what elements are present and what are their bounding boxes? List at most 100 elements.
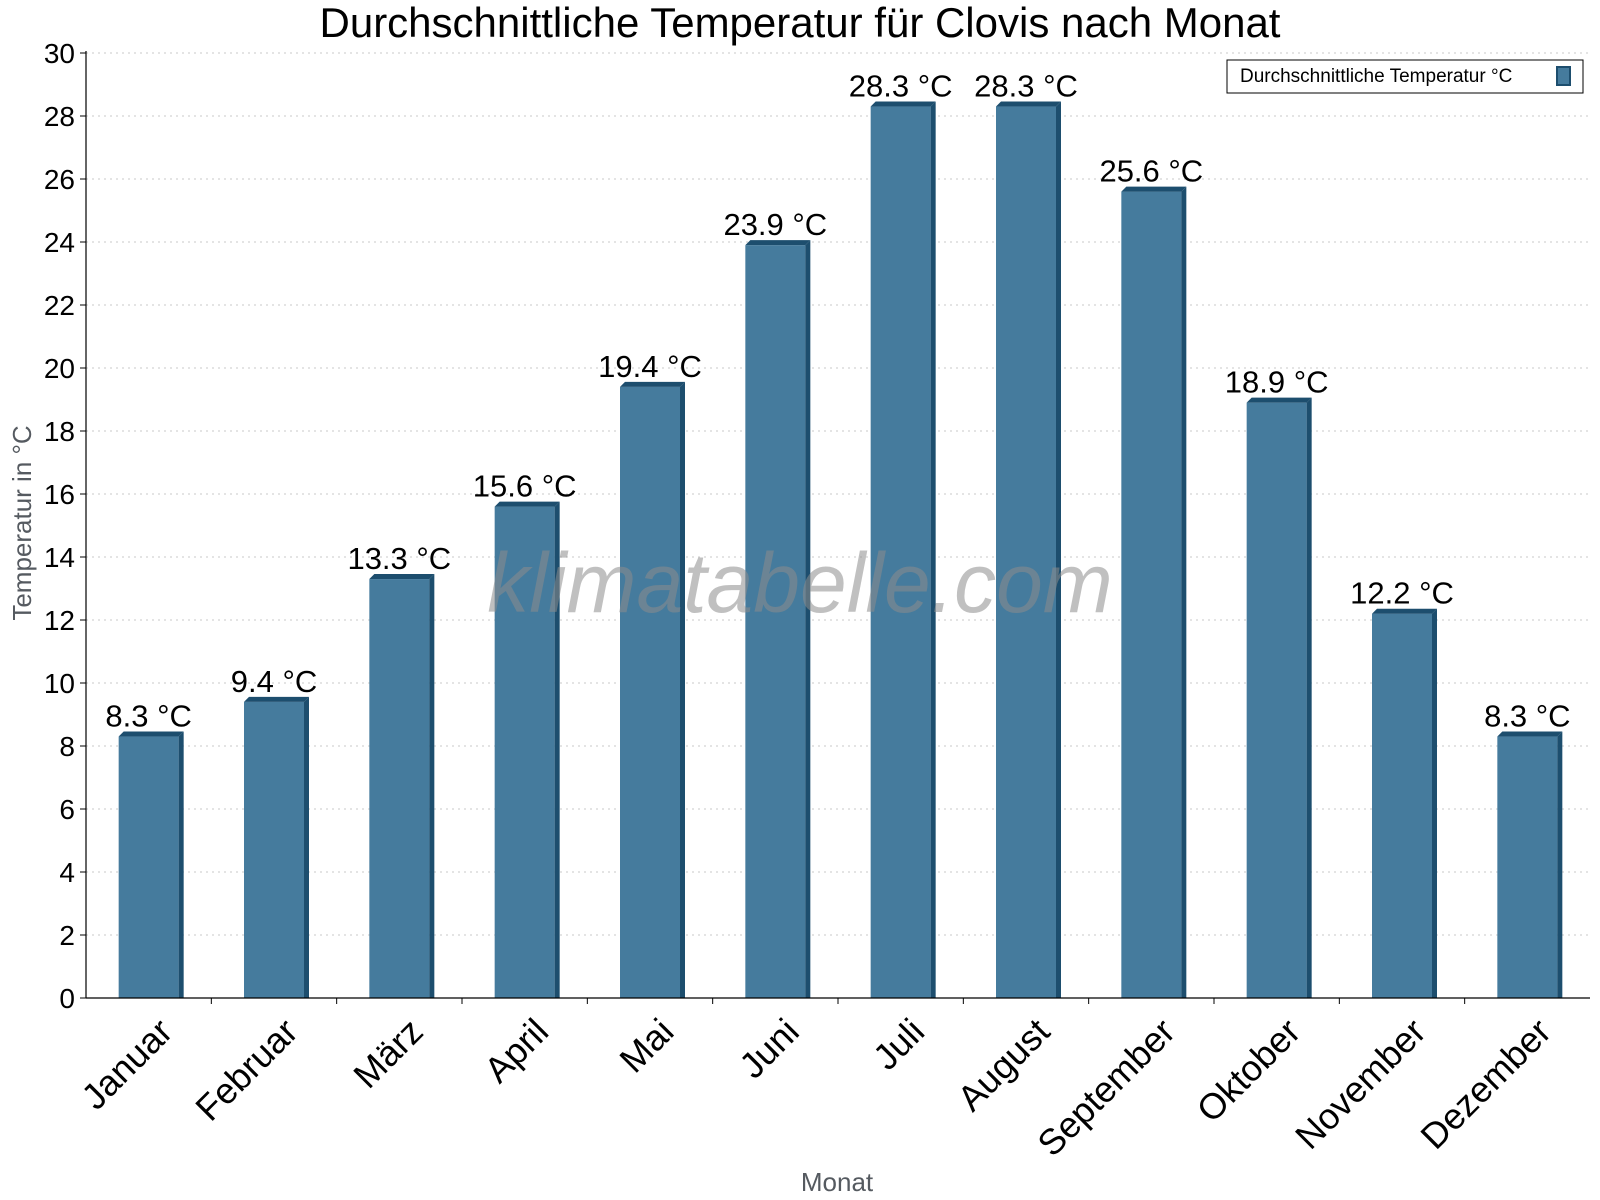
data-label: 18.9 °C — [1225, 365, 1329, 400]
x-tick-label: Dezember — [1412, 1010, 1558, 1156]
data-label: 23.9 °C — [723, 207, 827, 242]
bar — [118, 731, 184, 998]
chart-title: Durchschnittliche Temperatur für Clovis … — [320, 0, 1281, 46]
x-tick-label: Juli — [865, 1010, 932, 1077]
bar-face — [118, 736, 179, 998]
bar-face — [620, 386, 680, 998]
bar-top — [244, 696, 309, 702]
bar-top — [1372, 608, 1437, 614]
x-tick-label: Juni — [731, 1010, 807, 1086]
bar-side — [429, 574, 435, 998]
bar-face — [1121, 191, 1182, 999]
legend: Durchschnittliche Temperatur °C — [1226, 59, 1584, 94]
bar-top — [996, 101, 1061, 107]
bar — [1497, 731, 1563, 998]
bar — [1246, 397, 1312, 998]
y-tick-label: 0 — [59, 983, 75, 1014]
bar — [494, 501, 560, 998]
bar-top — [620, 381, 685, 387]
x-tick-label: Oktober — [1189, 1010, 1309, 1130]
x-tick-label: September — [1029, 1010, 1183, 1164]
y-tick-label: 10 — [44, 668, 75, 699]
y-tick-label: 16 — [44, 479, 75, 510]
y-tick-label: 20 — [44, 353, 75, 384]
data-label: 8.3 °C — [1484, 699, 1571, 734]
bar-side — [554, 501, 560, 998]
bar-face — [244, 701, 304, 998]
y-tick-label: 6 — [59, 794, 75, 825]
bar-side — [680, 381, 685, 998]
x-axis-label: Monat — [801, 1167, 874, 1197]
bar — [745, 240, 811, 998]
bar-face — [1497, 736, 1558, 998]
bar-side — [304, 696, 309, 998]
bar — [996, 101, 1061, 999]
bar-top — [745, 240, 811, 246]
y-tick-label: 24 — [44, 227, 75, 258]
data-label: 13.3 °C — [347, 541, 451, 576]
bar-top — [1121, 186, 1187, 192]
bar-face — [494, 506, 555, 998]
bar-top — [870, 101, 936, 107]
x-tick-label: August — [949, 1010, 1057, 1118]
bar-side — [1181, 186, 1187, 999]
bar — [620, 381, 685, 998]
y-tick-label: 22 — [44, 290, 75, 321]
data-labels: 8.3 °C 9.4 °C 13.3 °C 15.6 °C 19.4 °C 23.9 °C… — [105, 69, 1570, 734]
data-label: 19.4 °C — [598, 349, 702, 384]
data-label: 28.3 °C — [974, 69, 1078, 104]
y-tick-label: 18 — [44, 416, 75, 447]
legend-box — [1226, 59, 1584, 94]
watermark: klimatabelle.com — [487, 536, 1113, 630]
data-label: 12.2 °C — [1350, 576, 1454, 611]
bar-side — [1557, 731, 1563, 998]
bar-side — [1432, 608, 1437, 998]
x-tick-label: Januar — [73, 1010, 180, 1117]
data-label: 25.6 °C — [1099, 154, 1203, 189]
gridlines — [86, 52, 1590, 936]
axes — [85, 51, 1590, 999]
bar-top — [1497, 731, 1563, 737]
bar — [1372, 608, 1437, 998]
bar — [870, 101, 936, 999]
x-axis-ticks: Januar Februar März April Mai Juni Juli AugustS… — [73, 998, 1559, 1164]
bar — [369, 574, 435, 998]
bar-top — [1246, 397, 1312, 403]
y-tick-label: 8 — [59, 731, 75, 762]
y-tick-label: 28 — [44, 101, 75, 132]
bar-side — [930, 101, 936, 999]
x-tick-label: März — [345, 1010, 431, 1096]
bar-face — [870, 106, 931, 999]
bar-top — [369, 574, 435, 580]
y-tick-label: 12 — [44, 605, 75, 636]
bar-top — [494, 501, 560, 507]
bar-top — [118, 731, 184, 737]
bar-face — [996, 106, 1056, 999]
y-tick-label: 14 — [44, 542, 75, 573]
x-tick-label: April — [476, 1010, 556, 1090]
y-tick-label: 4 — [59, 857, 75, 888]
bar-side — [805, 240, 811, 998]
y-tick-label: 26 — [44, 164, 75, 195]
x-tick-label: Mai — [611, 1010, 681, 1080]
bar — [244, 696, 309, 998]
legend-label: Durchschnittliche Temperatur °C — [1240, 66, 1512, 87]
data-label: 28.3 °C — [849, 69, 953, 104]
data-label: 15.6 °C — [473, 469, 577, 504]
y-tick-label: 2 — [59, 920, 75, 951]
y-tick-label: 30 — [44, 38, 75, 69]
x-tick-label: Februar — [187, 1010, 305, 1128]
bar-side — [1056, 101, 1061, 999]
x-tick-label: November — [1287, 1010, 1433, 1156]
data-label: 9.4 °C — [231, 664, 318, 699]
bar — [1121, 186, 1187, 999]
bar-face — [369, 579, 430, 998]
bar-face — [1246, 402, 1307, 998]
legend-swatch — [1556, 66, 1571, 86]
bar-series — [118, 101, 1563, 999]
bar-side — [178, 731, 184, 998]
bar-face — [1372, 613, 1432, 998]
